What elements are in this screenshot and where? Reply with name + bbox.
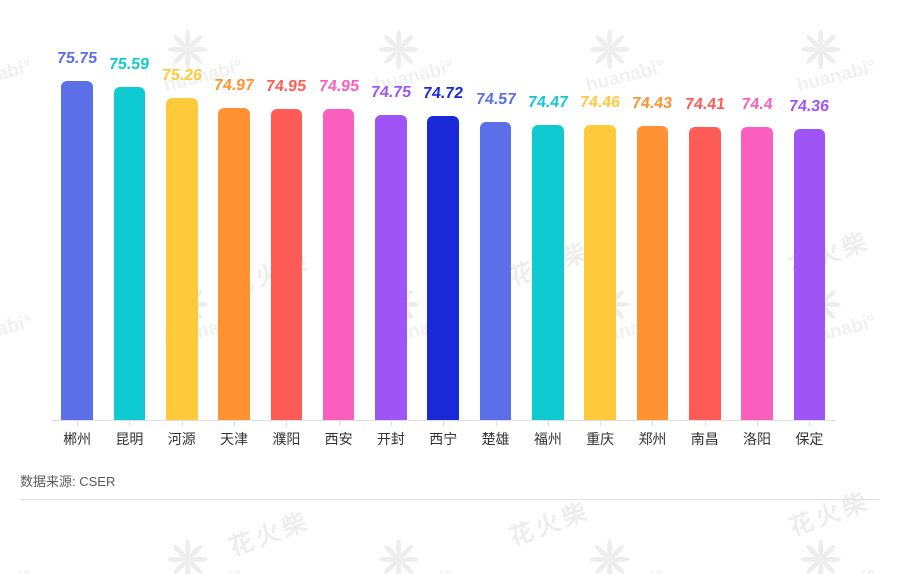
svg-text:花火柴: 花火柴 xyxy=(786,488,874,542)
svg-text:花火柴: 花火柴 xyxy=(506,498,594,552)
svg-text:花火柴: 花火柴 xyxy=(226,508,314,562)
